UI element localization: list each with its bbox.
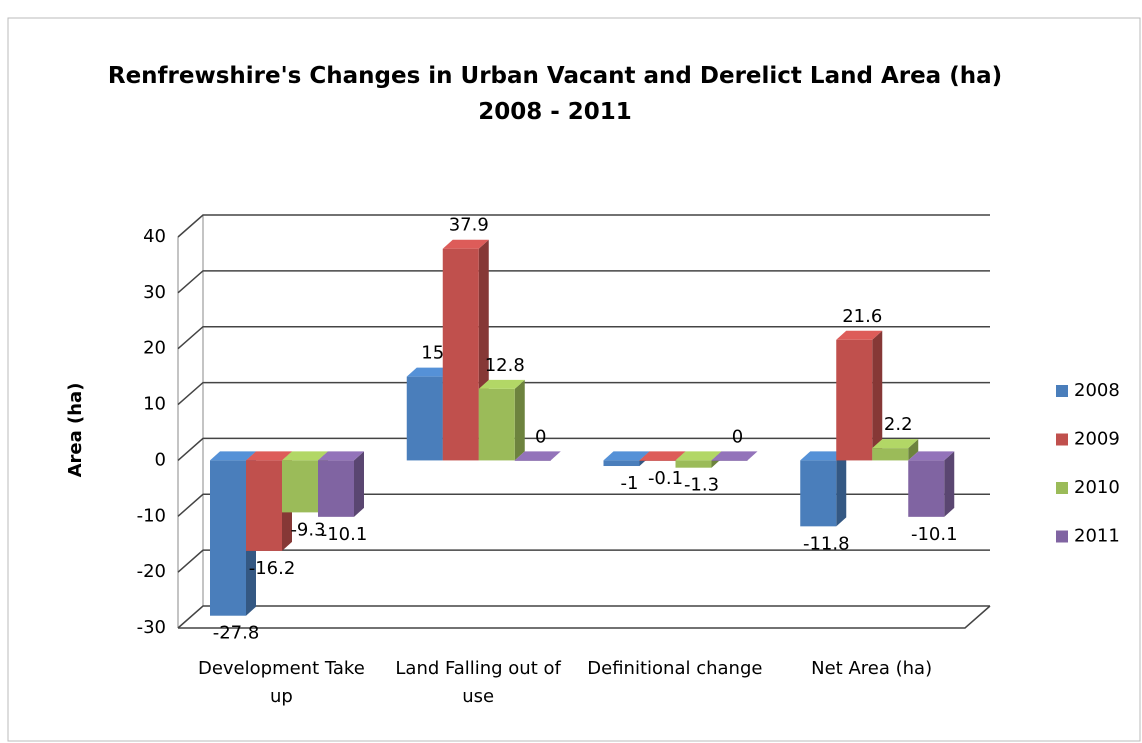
bar-front <box>442 248 479 461</box>
bar-front <box>282 460 318 513</box>
bar-top <box>406 367 453 377</box>
bar-front <box>872 448 909 461</box>
bar-top <box>514 451 561 461</box>
value-label: -10.1 <box>321 524 368 545</box>
legend-label: 2008 <box>1074 380 1120 401</box>
y-axis-label: Area (ha) <box>65 383 86 478</box>
bar-side <box>908 439 919 461</box>
value-label: 37.9 <box>449 215 489 236</box>
bar-side <box>836 451 847 527</box>
y-tick-label: -10 <box>137 505 166 526</box>
bar-front <box>836 339 873 461</box>
bar-top <box>442 239 489 249</box>
y-tick-label: -20 <box>137 561 166 582</box>
bar <box>711 451 758 461</box>
grid-line <box>177 549 990 573</box>
bar-side <box>944 451 955 517</box>
value-label: 15 <box>421 343 444 364</box>
legend-swatch <box>1056 482 1068 494</box>
bar-front <box>675 460 712 468</box>
y-tick-label: 30 <box>143 282 166 303</box>
value-label: -0.1 <box>648 468 683 489</box>
bar-top <box>478 379 525 389</box>
bar-front <box>406 376 443 461</box>
value-label: -10.1 <box>911 524 958 545</box>
bar-top <box>908 451 955 461</box>
bar-side <box>514 379 525 461</box>
bar-side <box>872 330 883 461</box>
bar-front <box>478 388 515 461</box>
bar-top <box>639 451 686 461</box>
grid-line <box>177 325 990 350</box>
value-label: 2.2 <box>884 414 913 435</box>
bar <box>318 451 364 517</box>
x-tick-label: Land Falling out of use <box>395 658 561 707</box>
bar-top <box>210 451 256 461</box>
value-label: 21.6 <box>842 306 882 327</box>
bar-front <box>908 460 945 517</box>
bar <box>478 379 525 461</box>
value-label: -27.8 <box>213 623 260 644</box>
bar-front <box>246 460 282 551</box>
y-tick-label: 40 <box>143 226 166 247</box>
y-tick-label: 10 <box>143 394 166 415</box>
bar-top <box>800 451 847 461</box>
value-label: -9.3 <box>290 519 325 540</box>
value-label: 12.8 <box>485 355 525 376</box>
x-tick-label: Net Area (ha) <box>811 658 933 679</box>
bar-top <box>282 451 328 461</box>
bar-front <box>603 460 640 467</box>
legend-label: 2011 <box>1074 526 1120 547</box>
grid-line <box>177 437 990 461</box>
bar-front <box>210 460 246 616</box>
bar <box>872 439 919 461</box>
legend-swatch <box>1056 385 1068 397</box>
bar <box>514 451 561 461</box>
floor <box>178 605 991 629</box>
chart-title: Renfrewshire's Changes in Urban Vacant a… <box>107 63 1003 125</box>
bar-front <box>514 460 551 461</box>
bar <box>800 451 847 527</box>
bar-front <box>318 460 354 517</box>
y-tick-label: 0 <box>155 449 166 470</box>
bar <box>908 451 955 517</box>
grid-line <box>177 381 990 406</box>
bar-front <box>639 460 676 461</box>
value-label: 0 <box>732 426 743 447</box>
value-label: -11.8 <box>803 533 850 554</box>
bar-top <box>246 451 292 461</box>
value-label: -1.3 <box>684 475 719 496</box>
grid-line <box>177 214 990 238</box>
value-label: -1 <box>621 473 639 494</box>
bar-top <box>318 451 364 461</box>
bar-front <box>711 460 748 461</box>
bar-top <box>675 451 722 461</box>
bar-top <box>872 439 919 449</box>
grid-line <box>177 270 990 294</box>
bar-top <box>603 451 650 461</box>
legend-swatch <box>1056 530 1068 543</box>
y-tick-label: 20 <box>143 338 166 359</box>
bar-front <box>800 460 837 527</box>
value-label: 0 <box>535 426 546 447</box>
chart-frame <box>7 17 1141 742</box>
bar-side <box>354 451 364 517</box>
x-tick-label: Development Take up <box>197 658 365 707</box>
grid-line <box>177 605 990 629</box>
legend-label: 2010 <box>1074 477 1120 498</box>
bar-top <box>836 330 883 340</box>
bar <box>836 330 883 461</box>
x-tick-label: Definitional change <box>587 658 763 679</box>
y-tick-label: -30 <box>137 617 166 638</box>
grid-line <box>177 493 990 517</box>
legend-swatch <box>1056 433 1068 446</box>
bar-top <box>711 451 758 461</box>
value-label: -16.2 <box>249 558 296 579</box>
legend-label: 2009 <box>1074 429 1120 450</box>
